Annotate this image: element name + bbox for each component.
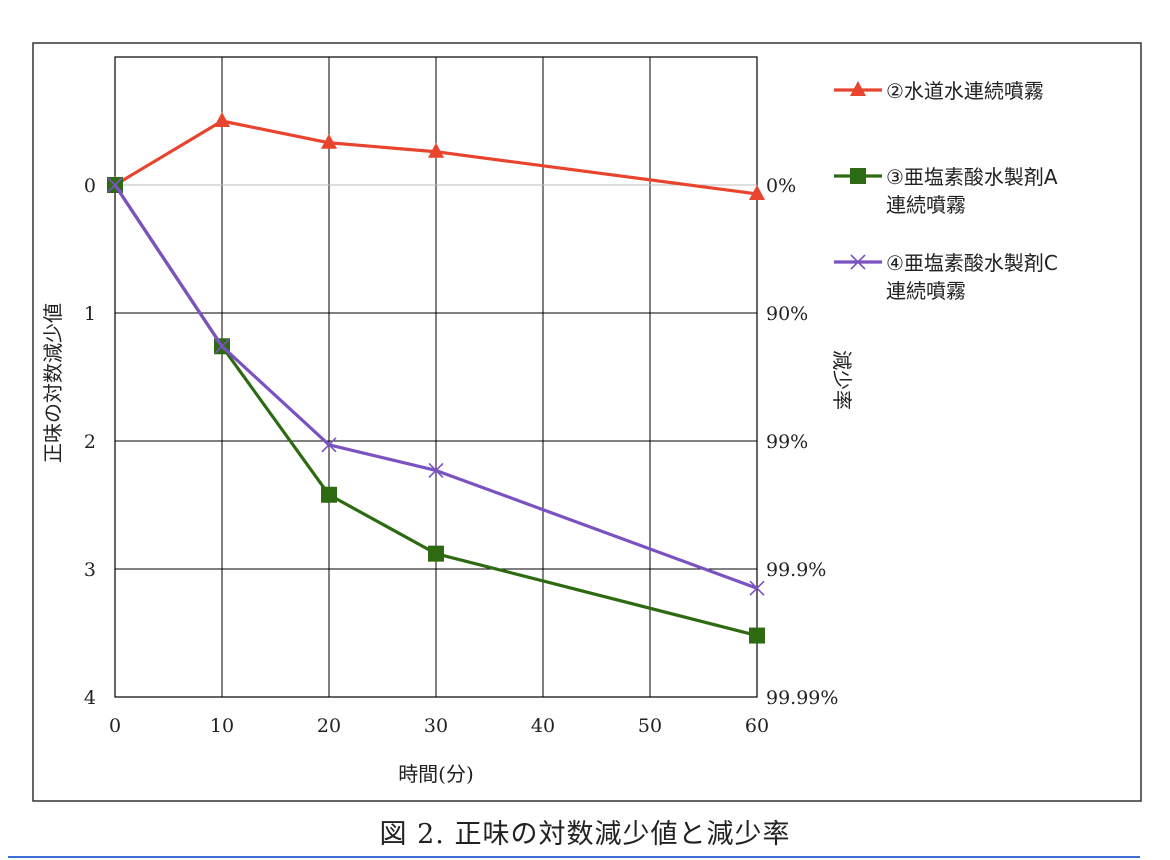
- y2-tick-label: 99.9%: [766, 559, 826, 581]
- x-tick-label: 20: [317, 715, 341, 737]
- series-1: [107, 112, 765, 200]
- figure-caption: 図 2. 正味の対数減少値と減少率: [379, 819, 791, 850]
- data-point: [428, 545, 444, 562]
- data-point-stroke: [321, 437, 337, 453]
- y-tick-label: 0: [84, 175, 96, 197]
- y-tick-label: 2: [84, 431, 96, 453]
- data-point-stroke: [107, 177, 123, 193]
- data-point: [850, 168, 866, 184]
- y2-tick-label: 99.99%: [766, 687, 838, 709]
- y-tick-label: 4: [84, 687, 96, 709]
- data-point: [107, 177, 123, 193]
- y-tick-label: 3: [84, 559, 96, 581]
- legend-item-1: ②水道水連続噴霧: [834, 79, 1044, 103]
- series-layer: [107, 112, 765, 644]
- data-point: [850, 81, 866, 96]
- x-tick-label: 10: [210, 715, 234, 737]
- bottom-rule: [8, 856, 1140, 858]
- legend-item-2: ③亜塩素酸水製剤A 連続噴霧: [834, 165, 1058, 217]
- legend-label: ④亜塩素酸水製剤C: [886, 251, 1058, 275]
- series-3: [107, 177, 765, 596]
- y2-tick-label: 99%: [766, 431, 808, 453]
- y-axis-label: 正味の対数減少値: [41, 303, 65, 463]
- x-tick-label: 50: [638, 715, 662, 737]
- data-point: [749, 184, 765, 200]
- legend-label: ②水道水連続噴霧: [886, 79, 1044, 103]
- data-point: [214, 338, 230, 354]
- data-point-stroke: [428, 462, 444, 479]
- y2-tick-label: 90%: [766, 303, 808, 325]
- data-point: [214, 112, 230, 127]
- x-tick-label: 30: [424, 715, 448, 737]
- data-point: [749, 580, 765, 596]
- legend-label: ③亜塩素酸水製剤A: [886, 165, 1058, 189]
- data-point: [749, 627, 765, 644]
- legend-label: 連続噴霧: [886, 279, 966, 303]
- data-point: [428, 142, 444, 158]
- tick-labels: 0 10 20 30 40 50 60 0 1 2 3 4 0% 90% 99% 99.9% 99.99%: [84, 175, 839, 737]
- data-point: [321, 486, 337, 503]
- data-point-stroke: [749, 580, 765, 596]
- grid: [114, 56, 758, 698]
- chart-frame: [32, 42, 1142, 802]
- data-point-stroke: [214, 338, 230, 354]
- data-point: [428, 462, 444, 479]
- x-tick-label: 0: [109, 715, 121, 737]
- y2-axis-label: 減少率: [830, 350, 854, 410]
- x-tick-label: 60: [745, 715, 769, 737]
- y-tick-label: 1: [84, 303, 96, 325]
- data-point: [321, 437, 337, 453]
- data-point: [321, 133, 337, 149]
- x-axis-label: 時間(分): [398, 762, 474, 786]
- legend-label: 連続噴霧: [886, 193, 966, 217]
- legend: ②水道水連続噴霧 ③亜塩素酸水製剤A 連続噴霧 ④亜塩素酸水製剤C 連続噴霧: [834, 79, 1058, 303]
- legend-item-3: ④亜塩素酸水製剤C 連続噴霧: [834, 251, 1058, 303]
- y2-tick-label: 0%: [766, 175, 796, 197]
- x-tick-label: 40: [531, 715, 555, 737]
- data-point: [850, 254, 866, 270]
- data-point-stroke: [850, 254, 866, 270]
